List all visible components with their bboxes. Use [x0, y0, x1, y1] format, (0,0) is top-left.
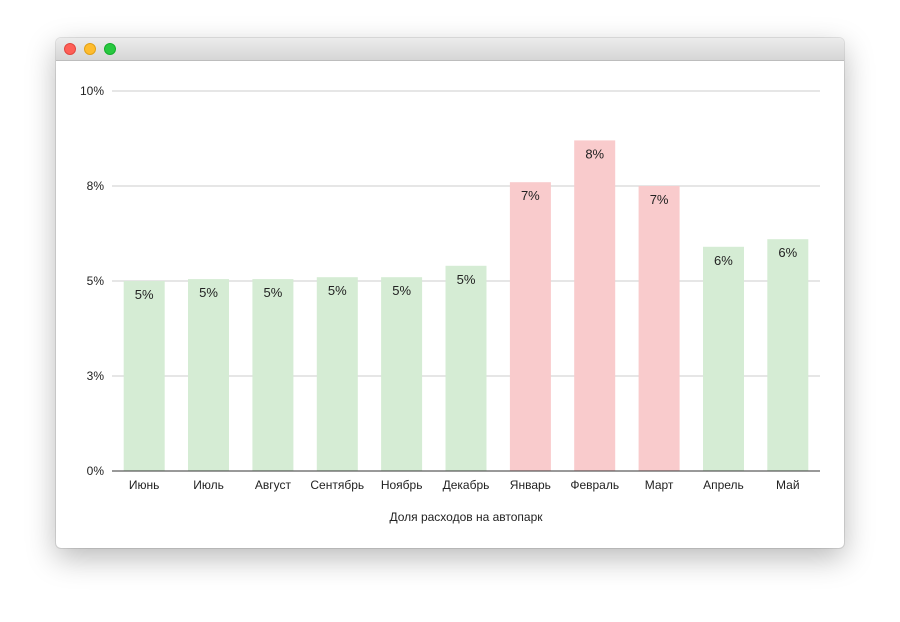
y-axis-ticks: 0% 3% 5% 8% 10%	[80, 84, 104, 478]
x-tick-label: Январь	[510, 478, 551, 492]
bar	[574, 140, 616, 471]
bar-value-label: 5%	[392, 283, 411, 298]
bar-value-label: 5%	[457, 272, 476, 287]
bar	[188, 279, 229, 471]
data-labels: 5% 5% 5% 5% 5% 5% 7% 8% 7% 6% 6%	[135, 146, 798, 302]
x-tick-label: Июль	[193, 478, 224, 492]
minimize-icon[interactable]	[84, 43, 96, 55]
maximize-icon[interactable]	[104, 43, 116, 55]
x-tick-label: Сентябрь	[310, 478, 364, 492]
x-tick-label: Август	[255, 478, 292, 492]
x-tick-label: Июнь	[129, 478, 160, 492]
bar-value-label: 6%	[778, 245, 797, 260]
y-tick-label: 10%	[80, 84, 104, 98]
bar-value-label: 5%	[199, 285, 218, 300]
bar-chart: 0%3%5%8%10% 5% 5% 5% 5% 5%5%7%8%7%6%6% Июнь И…	[80, 84, 820, 524]
x-axis-title: Доля расходов на автопарк	[389, 510, 543, 524]
bar-value-label: 5%	[264, 285, 283, 300]
bar	[638, 186, 680, 471]
x-tick-label: Май	[776, 478, 800, 492]
chart-area: 0% 3% 5% 8% 10% 5% 5% 5% 5% 5% 5% 7% 8% 7% 6% 6% Июнь И…	[56, 61, 844, 548]
x-tick-label: Декабрь	[443, 478, 490, 492]
bar	[445, 265, 487, 471]
bar-value-label: 6%	[714, 253, 733, 268]
x-tick-label: Апрель	[703, 478, 744, 492]
bar-value-label: 8%	[585, 146, 604, 161]
bar	[703, 246, 744, 471]
app-window: 0% 3% 5% 8% 10% 5% 5% 5% 5% 5% 5% 7% 8% 7% 6% 6% Июнь И…	[56, 38, 844, 548]
y-tick-label: 0%	[87, 464, 105, 478]
bar	[316, 277, 358, 471]
x-tick-label: Февраль	[570, 478, 619, 492]
y-tick-label: 3%	[87, 369, 105, 383]
y-tick-label: 5%	[87, 274, 105, 288]
y-tick-label: 8%	[87, 179, 105, 193]
bar-value-label: 5%	[135, 287, 154, 302]
x-tick-label: Март	[645, 478, 674, 492]
bar-value-label: 7%	[521, 188, 540, 203]
bar	[767, 239, 809, 471]
bar-value-label: 7%	[650, 192, 669, 207]
bar	[252, 279, 294, 471]
bar	[123, 281, 165, 471]
bar-value-label: 5%	[328, 283, 347, 298]
x-axis-ticks: Июнь Июль Август Сентябрь Ноябрь Декабрь Январ…	[129, 478, 800, 492]
close-icon[interactable]	[64, 43, 76, 55]
window-titlebar[interactable]	[56, 38, 844, 61]
x-tick-label: Ноябрь	[381, 478, 423, 492]
bar	[509, 182, 551, 471]
bars	[123, 140, 809, 471]
bar	[381, 277, 423, 471]
